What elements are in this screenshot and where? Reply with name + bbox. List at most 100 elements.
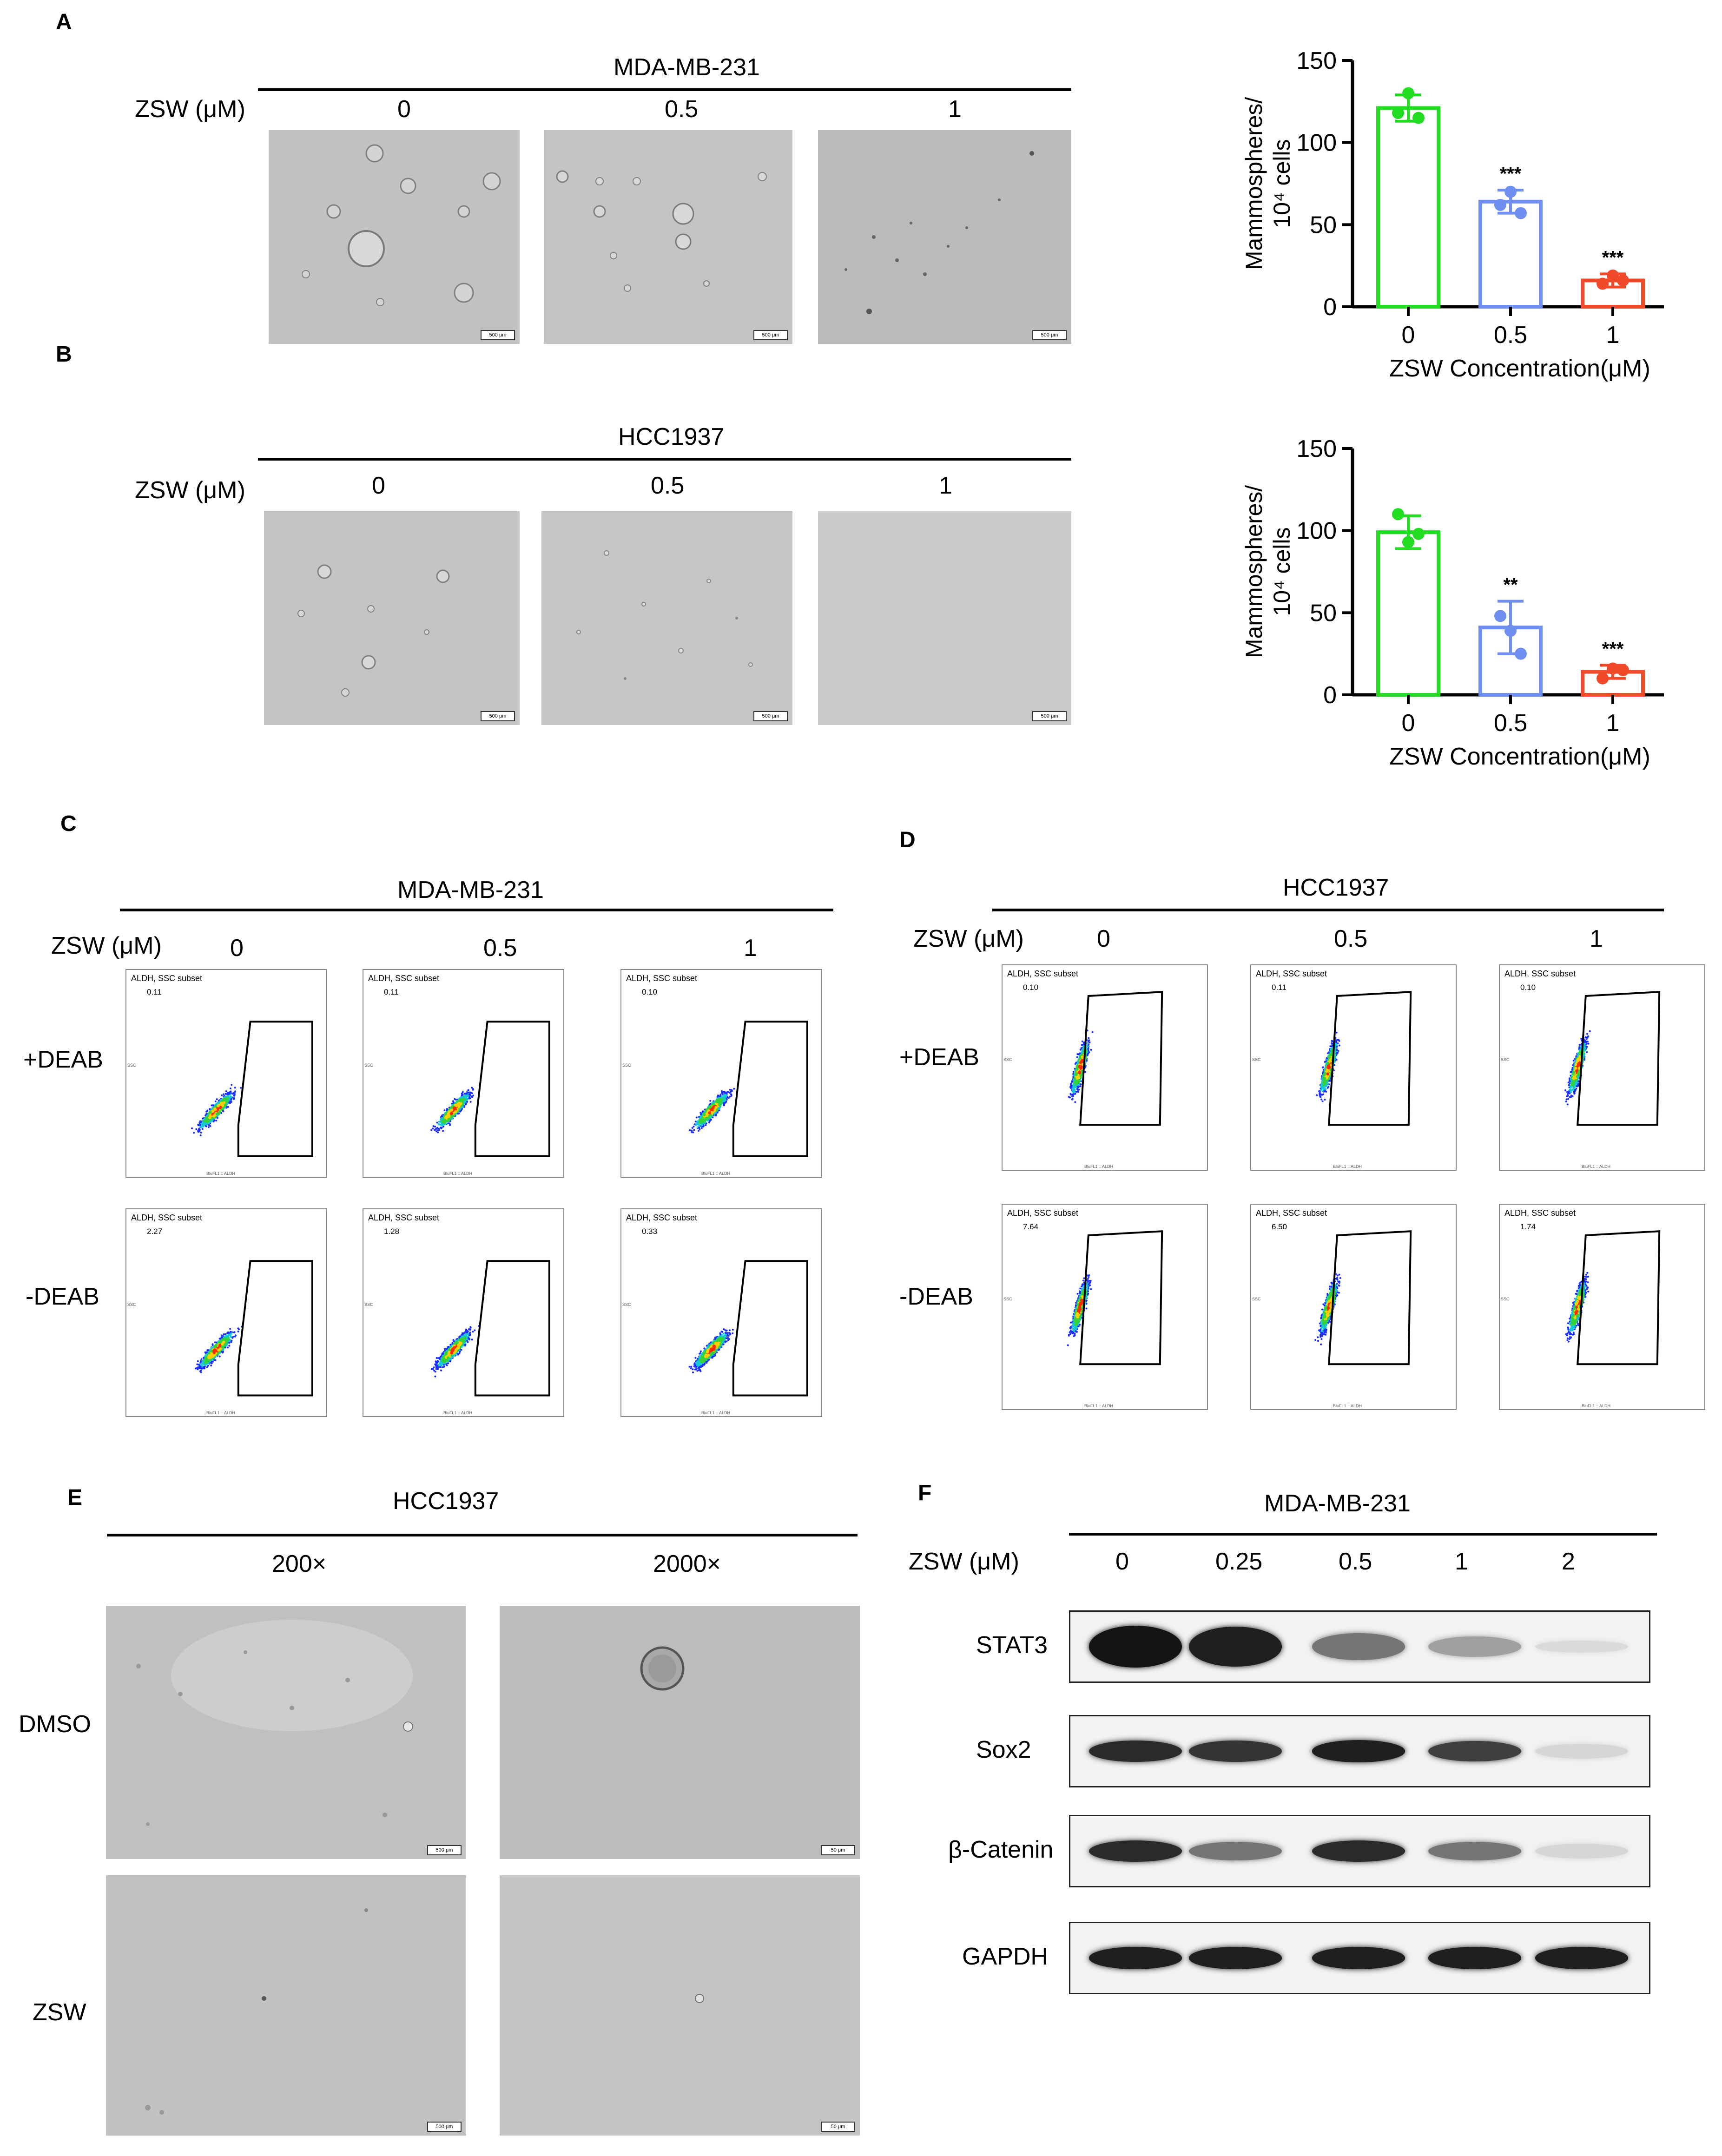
flow-plot: ALDH, SSC subset 1.74 BluFL1 :: ALDH SSC: [1499, 1204, 1705, 1410]
y-axis-label: 10⁴ cells: [1269, 527, 1295, 616]
micrograph-a-2: 500 μm: [818, 130, 1071, 344]
data-point: [1494, 198, 1506, 211]
magnification-label-1: 2000×: [653, 1550, 721, 1577]
y-axis-label: SSC: [364, 1302, 373, 1307]
micrograph-e-dmso-200x: 500 μm: [106, 1606, 466, 1859]
events: [1565, 1272, 1590, 1343]
x-axis-label: BluFL1 :: ALDH: [206, 1411, 236, 1415]
y-tick-label: 50: [1310, 211, 1337, 238]
y-axis-label: SSC: [364, 1063, 373, 1068]
y-axis-label: SSC: [622, 1063, 631, 1068]
events: [688, 1328, 734, 1373]
data-point: [1504, 625, 1517, 637]
protein-band: [1428, 1741, 1521, 1762]
y-axis-label: SSC: [127, 1063, 136, 1068]
cells-image: [695, 1994, 704, 2003]
gate-percentage: 6.50: [1272, 1222, 1287, 1231]
divider-b: [258, 458, 1071, 461]
dose-label-b-2: 1: [939, 472, 952, 499]
panel-label-d: D: [899, 828, 916, 852]
protein-band: [1535, 1844, 1628, 1859]
scatter-plot: [195, 1260, 313, 1397]
sphere-image: [640, 1646, 685, 1691]
y-axis-label: 10⁴ cells: [1269, 139, 1295, 228]
blot-dose-label: 1: [1455, 1548, 1468, 1575]
y-axis-label: SSC: [127, 1302, 136, 1307]
data-point: [1412, 112, 1425, 124]
blot-strip: [1069, 1815, 1650, 1887]
divider-f: [1069, 1533, 1657, 1536]
dose-label-a-2: 1: [948, 96, 962, 123]
dose-label-c-0: 0: [230, 935, 244, 962]
gate-title: ALDH, SSC subset: [626, 1213, 698, 1222]
gate-percentage: 1.74: [1520, 1222, 1536, 1231]
protein-band: [1428, 1636, 1521, 1657]
gate-title: ALDH, SSC subset: [626, 974, 698, 983]
panel-label-b: B: [56, 342, 72, 367]
y-axis-label: SSC: [1252, 1057, 1261, 1062]
gate-percentage: 0.33: [642, 1227, 658, 1236]
protein-band: [1312, 1947, 1405, 1969]
protein-band: [1312, 1633, 1405, 1661]
protein-band: [1312, 1740, 1405, 1762]
events: [1564, 1030, 1591, 1106]
aldh-gate: [732, 1021, 808, 1157]
scale-bar: 500 μm: [481, 711, 515, 721]
aldh-gate: [474, 1260, 550, 1397]
events: [1067, 1272, 1092, 1346]
scatter-plot: [689, 1021, 808, 1157]
aldh-gate: [1079, 991, 1163, 1126]
gate-percentage: 0.10: [1520, 983, 1536, 992]
cells-image: [145, 1908, 368, 2115]
scatter-plot: [1316, 991, 1412, 1126]
treatment-label-f: ZSW (μM): [909, 1548, 1019, 1575]
treatment-label-c: ZSW (μM): [51, 932, 162, 959]
divider-d: [992, 909, 1664, 911]
debris-image: [845, 151, 1034, 314]
scale-bar: 500 μm: [427, 2122, 462, 2132]
y-tick-label: 50: [1310, 600, 1337, 626]
significance-label: ***: [1602, 247, 1624, 268]
divider-e: [107, 1534, 858, 1536]
flow-plot: ALDH, SSC subset 7.64 BluFL1 :: ALDH SSC: [1002, 1204, 1208, 1410]
data-point: [1402, 536, 1414, 548]
x-axis-label: ZSW Concentration(μM): [1389, 743, 1650, 770]
scatter-plot: [1314, 1230, 1412, 1365]
data-point: [1597, 277, 1609, 290]
x-axis-label: BluFL1 :: ALDH: [1333, 1404, 1362, 1408]
y-axis-label: SSC: [1501, 1057, 1510, 1062]
spheres-image: [302, 144, 501, 306]
dose-label-a-0: 0: [397, 96, 411, 123]
gate-percentage: 0.11: [1272, 983, 1287, 992]
aldh-gate: [1577, 1230, 1661, 1365]
flow-plot: ALDH, SSC subset 2.27 BluFL1 :: ALDH SSC: [125, 1208, 327, 1417]
y-axis-label: SSC: [1003, 1297, 1012, 1301]
panel-label-c: C: [60, 811, 77, 836]
scale-bar: 500 μm: [427, 1845, 462, 1855]
gate-percentage: 2.27: [147, 1227, 163, 1236]
cell-line-title-e: HCC1937: [393, 1488, 499, 1515]
protein-band: [1535, 1641, 1628, 1653]
row-label-d-plus: +DEAB: [899, 1044, 979, 1071]
events: [689, 1088, 735, 1134]
dose-label-d-1: 0.5: [1334, 925, 1368, 952]
data-point: [1515, 647, 1527, 660]
events: [430, 1087, 475, 1134]
micrograph-b-1: 500 μm: [541, 511, 792, 725]
row-label-d-minus: -DEAB: [899, 1283, 973, 1310]
data-point: [1402, 87, 1414, 99]
x-axis-label: BluFL1 :: ALDH: [701, 1171, 731, 1176]
scale-bar: 500 μm: [1032, 711, 1067, 721]
events: [1316, 1031, 1340, 1102]
x-axis-label: BluFL1 :: ALDH: [1582, 1404, 1611, 1408]
events: [195, 1325, 243, 1373]
protein-band: [1089, 1626, 1182, 1668]
scatter-plot: [191, 1021, 313, 1157]
y-axis-label: Mammospheres/: [1241, 485, 1267, 658]
row-label-c-minus: -DEAB: [26, 1283, 99, 1310]
data-point: [1607, 662, 1619, 675]
scatter-plot: [430, 1021, 550, 1157]
flow-plot: ALDH, SSC subset 0.10 BluFL1 :: ALDH SSC: [620, 969, 822, 1178]
x-axis-label: BluFL1 :: ALDH: [443, 1411, 473, 1415]
data-point: [1494, 610, 1506, 622]
